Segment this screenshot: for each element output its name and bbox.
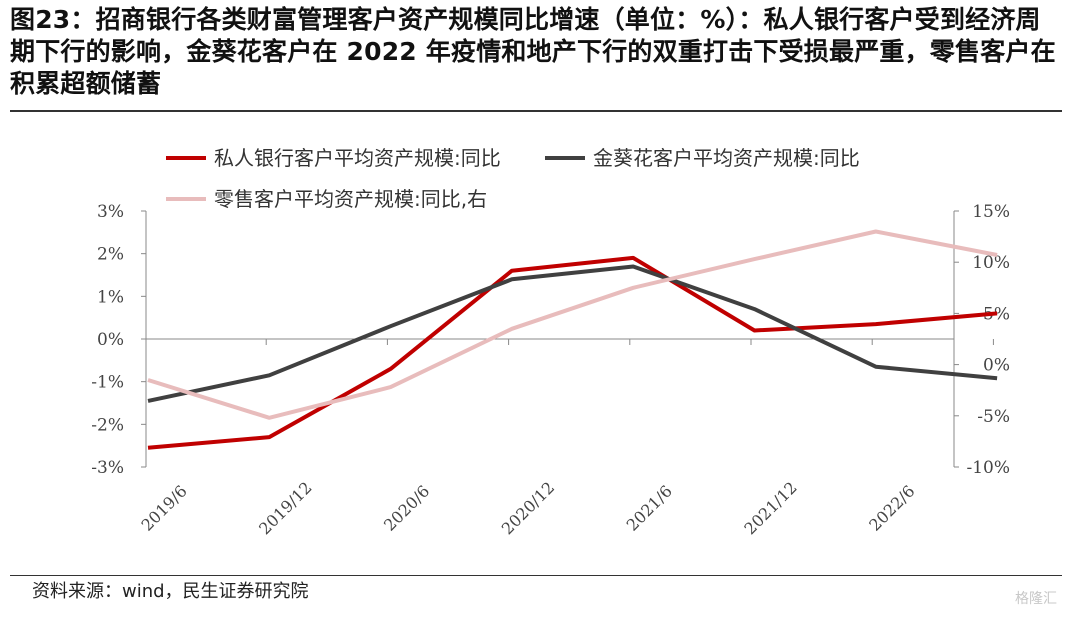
x-axis-tick-label: 2020/6 [380,481,433,534]
sunflower-series-line [147,264,998,403]
left-axis-tick-label: 3% [97,202,124,222]
figure-title: 图23：招商银行各类财富管理客户资产规模同比增速（单位：%）：私人银行客户受到经… [10,5,1056,98]
source-note: 资料来源：wind，民生证券研究院 [32,581,309,602]
axes [141,210,994,468]
right-axis-tick-label: -10% [966,458,1010,478]
tick-labels: -3%-2%-1%0%1%2%3%-10%-5%0%5%10%15%2019/6… [91,202,1010,538]
x-axis-tick-label: 2019/6 [137,481,190,534]
right-axis-tick-label: 15% [972,202,1010,222]
left-axis-tick-label: 0% [97,330,124,350]
legend-label: 零售客户平均资产规模:同比,右 [214,187,487,211]
x-axis-tick-label: 2022/6 [865,481,918,534]
line-chart: 私人银行客户平均资产规模:同比 金葵花客户平均资产规模:同比零售客户平均资产规模:… [91,146,1010,538]
legend-sunflower: 金葵花客户平均资产规模:同比 [545,146,860,170]
x-axis-tick-label: 2019/12 [255,478,315,538]
x-axis-tick-label: 2021/12 [740,478,800,538]
right-axis-tick-label: 10% [972,253,1010,273]
right-axis-tick-label: 0% [983,356,1010,376]
right-axis-tick-label: -5% [977,407,1010,427]
source-divider [10,575,1062,576]
left-axis-tick-label: 2% [97,245,124,265]
legend-label: 私人银行客户平均资产规模:同比 [214,146,501,170]
private-banking-series-line [147,255,998,450]
legend-private-banking: 私人银行客户平均资产规模:同比 [166,146,501,170]
title-divider [10,110,1062,112]
series-lines [147,229,998,450]
left-axis-tick-label: 1% [97,287,124,307]
x-axis-tick-label: 2020/12 [498,478,558,538]
retail-series-line [147,229,998,420]
legend: 私人银行客户平均资产规模:同比 金葵花客户平均资产规模:同比零售客户平均资产规模:… [166,146,860,211]
left-axis-tick-label: -2% [91,415,124,435]
left-axis-tick-label: -3% [91,458,124,478]
legend-label: 金葵花客户平均资产规模:同比 [593,146,860,170]
watermark-logo: 格隆汇 [1015,591,1057,607]
left-axis-tick-label: -1% [91,373,124,393]
legend-retail: 零售客户平均资产规模:同比,右 [166,187,487,211]
x-axis-tick-label: 2021/6 [623,481,676,534]
